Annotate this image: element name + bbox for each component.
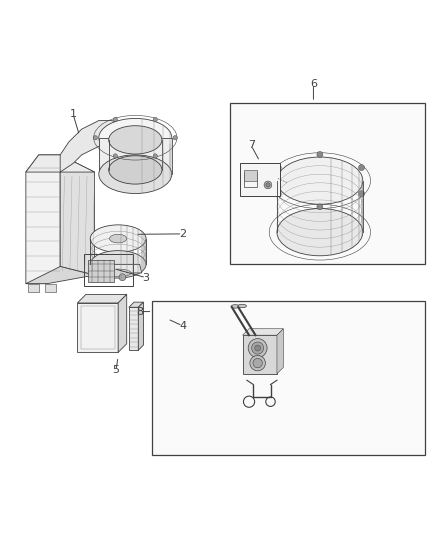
- Bar: [129, 308, 138, 350]
- Circle shape: [266, 183, 270, 187]
- Polygon shape: [78, 294, 127, 303]
- Bar: [230, 103, 425, 264]
- Polygon shape: [45, 284, 56, 292]
- Circle shape: [358, 165, 364, 171]
- Bar: [88, 260, 114, 281]
- Text: 3: 3: [142, 273, 149, 282]
- Circle shape: [250, 356, 265, 371]
- Bar: [152, 301, 425, 455]
- Polygon shape: [28, 284, 39, 292]
- Bar: [78, 303, 118, 352]
- Circle shape: [113, 117, 117, 122]
- Polygon shape: [277, 329, 283, 374]
- Ellipse shape: [90, 251, 146, 278]
- Circle shape: [253, 358, 262, 368]
- Circle shape: [275, 191, 281, 197]
- Circle shape: [153, 154, 157, 158]
- Ellipse shape: [277, 157, 363, 204]
- Circle shape: [264, 181, 272, 189]
- Ellipse shape: [277, 208, 363, 256]
- Polygon shape: [118, 294, 127, 352]
- Text: 1: 1: [70, 109, 77, 119]
- Circle shape: [119, 274, 126, 281]
- Polygon shape: [243, 329, 283, 335]
- Polygon shape: [129, 302, 144, 308]
- Circle shape: [153, 117, 157, 122]
- Ellipse shape: [109, 126, 162, 154]
- Polygon shape: [99, 138, 172, 174]
- Polygon shape: [26, 266, 95, 284]
- Circle shape: [317, 151, 323, 157]
- Bar: [81, 306, 115, 349]
- Circle shape: [248, 338, 267, 358]
- Ellipse shape: [99, 118, 172, 157]
- Polygon shape: [138, 302, 144, 350]
- Circle shape: [251, 342, 264, 354]
- Polygon shape: [60, 155, 95, 275]
- Ellipse shape: [109, 156, 162, 184]
- Circle shape: [93, 135, 98, 140]
- Bar: [84, 254, 133, 286]
- Polygon shape: [60, 120, 124, 172]
- Circle shape: [113, 154, 117, 158]
- Text: 4: 4: [179, 321, 186, 331]
- Ellipse shape: [99, 155, 172, 193]
- Circle shape: [173, 135, 177, 140]
- Bar: [243, 335, 277, 374]
- Polygon shape: [26, 155, 95, 172]
- Bar: [240, 164, 280, 196]
- Polygon shape: [26, 155, 60, 284]
- Circle shape: [317, 204, 323, 210]
- Bar: [244, 170, 257, 181]
- Text: 2: 2: [179, 229, 186, 239]
- Ellipse shape: [231, 305, 240, 308]
- Text: 5: 5: [113, 366, 120, 375]
- Circle shape: [254, 345, 261, 351]
- Text: 8: 8: [136, 306, 143, 317]
- Ellipse shape: [238, 304, 247, 308]
- Ellipse shape: [110, 235, 127, 243]
- Polygon shape: [95, 264, 142, 273]
- Circle shape: [275, 165, 281, 171]
- Ellipse shape: [90, 225, 146, 252]
- Circle shape: [358, 191, 364, 197]
- Text: 6: 6: [310, 79, 317, 89]
- Text: 7: 7: [247, 141, 255, 150]
- Ellipse shape: [105, 269, 131, 277]
